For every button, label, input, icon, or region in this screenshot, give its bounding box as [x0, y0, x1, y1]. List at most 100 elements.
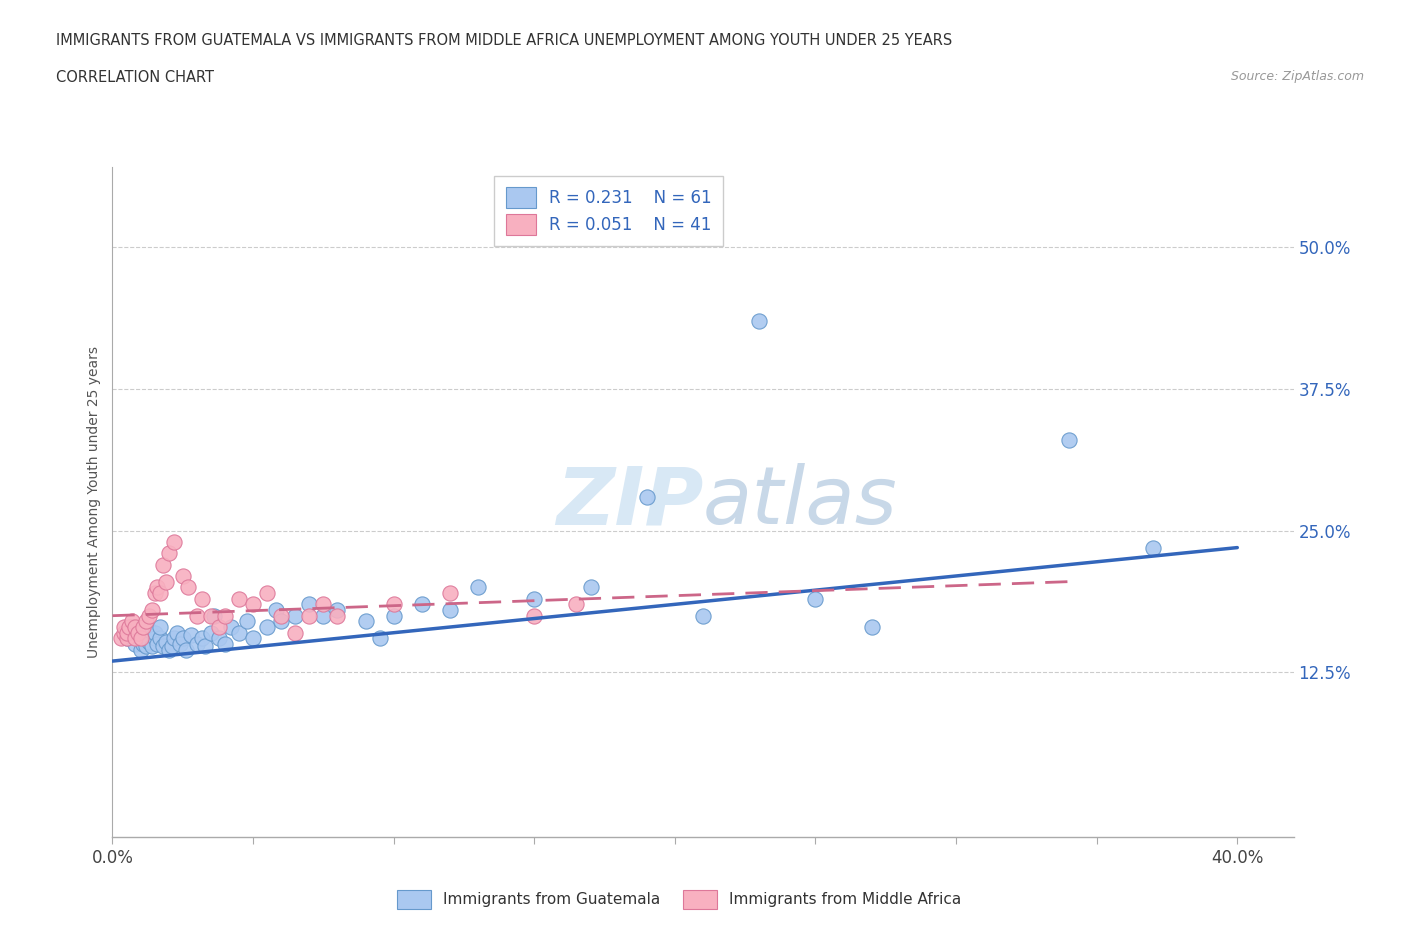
Point	[208, 631, 231, 645]
Point	[157, 546, 180, 561]
Point	[152, 557, 174, 572]
Point	[124, 619, 146, 634]
Point	[149, 631, 172, 645]
Point	[149, 586, 172, 601]
Point	[256, 619, 278, 634]
Point	[157, 643, 180, 658]
Point	[146, 580, 169, 595]
Point	[579, 580, 602, 595]
Legend: Immigrants from Guatemala, Immigrants from Middle Africa: Immigrants from Guatemala, Immigrants fr…	[389, 883, 969, 916]
Point	[110, 631, 132, 645]
Point	[135, 628, 157, 643]
Point	[186, 637, 208, 652]
Point	[860, 619, 883, 634]
Point	[214, 608, 236, 623]
Point	[1057, 432, 1080, 447]
Point	[163, 535, 186, 550]
Point	[194, 639, 217, 654]
Text: CORRELATION CHART: CORRELATION CHART	[56, 70, 214, 85]
Point	[172, 568, 194, 583]
Text: ZIP: ZIP	[555, 463, 703, 541]
Point	[692, 608, 714, 623]
Point	[155, 574, 177, 589]
Text: IMMIGRANTS FROM GUATEMALA VS IMMIGRANTS FROM MIDDLE AFRICA UNEMPLOYMENT AMONG YO: IMMIGRANTS FROM GUATEMALA VS IMMIGRANTS …	[56, 33, 952, 47]
Point	[146, 637, 169, 652]
Point	[382, 608, 405, 623]
Point	[138, 623, 160, 638]
Point	[326, 603, 349, 618]
Point	[523, 591, 546, 606]
Point	[115, 625, 138, 640]
Point	[439, 586, 461, 601]
Point	[256, 586, 278, 601]
Point	[270, 614, 292, 629]
Point	[127, 628, 149, 643]
Point	[160, 639, 183, 654]
Point	[242, 597, 264, 612]
Point	[163, 631, 186, 645]
Point	[149, 619, 172, 634]
Point	[143, 586, 166, 601]
Text: atlas: atlas	[703, 463, 898, 541]
Point	[172, 631, 194, 645]
Point	[174, 643, 197, 658]
Point	[121, 614, 143, 629]
Point	[411, 597, 433, 612]
Point	[135, 639, 157, 654]
Point	[264, 603, 287, 618]
Point	[242, 631, 264, 645]
Point	[118, 619, 141, 634]
Point	[124, 631, 146, 645]
Point	[115, 631, 138, 645]
Point	[143, 631, 166, 645]
Point	[127, 625, 149, 640]
Point	[368, 631, 391, 645]
Point	[124, 637, 146, 652]
Point	[200, 625, 222, 640]
Point	[138, 608, 160, 623]
Point	[143, 625, 166, 640]
Point	[141, 603, 163, 618]
Point	[228, 625, 250, 640]
Point	[439, 603, 461, 618]
Point	[200, 608, 222, 623]
Point	[202, 608, 225, 623]
Point	[208, 619, 231, 634]
Point	[748, 313, 770, 328]
Point	[1142, 540, 1164, 555]
Point	[354, 614, 377, 629]
Point	[326, 608, 349, 623]
Point	[284, 625, 307, 640]
Point	[312, 608, 335, 623]
Point	[129, 631, 152, 645]
Point	[132, 637, 155, 652]
Point	[467, 580, 489, 595]
Point	[141, 639, 163, 654]
Point	[112, 619, 135, 634]
Point	[121, 619, 143, 634]
Point	[219, 619, 242, 634]
Point	[298, 597, 321, 612]
Point	[270, 608, 292, 623]
Point	[129, 643, 152, 658]
Point	[115, 625, 138, 640]
Point	[191, 591, 214, 606]
Point	[138, 634, 160, 649]
Point	[804, 591, 827, 606]
Point	[312, 597, 335, 612]
Point	[636, 489, 658, 504]
Point	[112, 625, 135, 640]
Point	[135, 614, 157, 629]
Point	[186, 608, 208, 623]
Point	[214, 637, 236, 652]
Point	[382, 597, 405, 612]
Point	[191, 631, 214, 645]
Point	[523, 608, 546, 623]
Point	[177, 580, 200, 595]
Point	[565, 597, 588, 612]
Point	[228, 591, 250, 606]
Point	[132, 619, 155, 634]
Y-axis label: Unemployment Among Youth under 25 years: Unemployment Among Youth under 25 years	[87, 346, 101, 658]
Point	[152, 639, 174, 654]
Point	[115, 631, 138, 645]
